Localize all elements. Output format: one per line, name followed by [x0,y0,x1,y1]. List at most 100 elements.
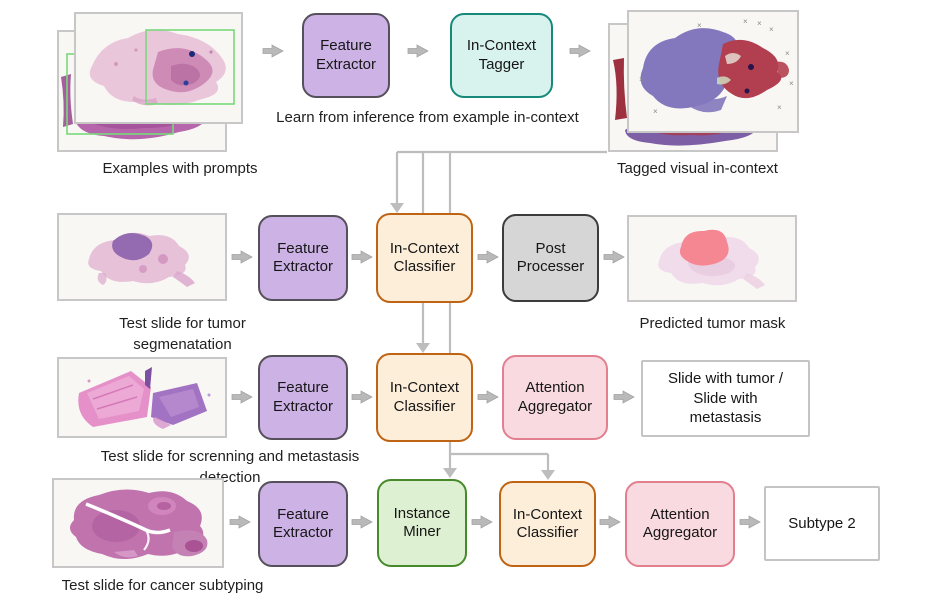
box-label-line: Feature [320,37,372,55]
arrow-right-icon [603,250,625,264]
box-label-line: In-Context [512,505,583,523]
examples-slide-front-image [74,12,243,124]
box-label-line: Classifier [393,258,456,275]
svg-text:×: × [789,79,794,88]
arrow-down-icon [541,470,555,480]
prompt-box-outline [145,29,235,105]
test-slide-subtyping-art [69,489,208,559]
predicted-tumor-mask-art [658,229,765,289]
box-label-line: Instance [393,504,451,522]
box-label-line: Attention [525,379,585,397]
svg-text:×: × [777,103,782,112]
prompt-point [183,80,189,86]
feature-extractor-box: Feature Extractor [258,481,348,567]
arrow-right-icon [351,390,373,404]
row2-output-caption: Predicted tumor mask [639,315,786,332]
arrow-right-icon [599,515,621,529]
arrow-right-icon [262,44,284,58]
box-label-line: Tagger [478,55,525,73]
box-label-line: Extractor [272,524,333,541]
svg-text:×: × [769,25,774,34]
box-label-line: In-Context [466,37,537,55]
box-label-line: Processer [516,258,585,275]
tagged-slide-front-image: × × × × × × × × × [627,10,799,133]
in-context-tagger-box: In-Context Tagger [450,13,553,98]
tagged-caption: Tagged visual in-context [617,160,778,177]
arrow-right-icon [477,250,499,264]
feature-extractor-box: Feature Extractor [302,13,390,98]
arrow-down-icon [390,203,404,213]
tagged-slide-front-art: × × × × × × × × × [639,17,794,116]
box-label-line: Post [535,239,566,257]
box-label-line: Extractor [272,397,333,415]
box-label-line: Aggregator [517,397,593,415]
post-processer-box: Post Processer [502,214,599,302]
arrow-right-icon [231,390,253,404]
learn-note: Learn from inference from example in-con… [276,109,579,126]
in-context-classifier-box: In-Context Classifier [376,353,473,442]
test-slide-screening-art [78,367,211,429]
instance-miner-box: Instance Miner [377,479,467,567]
tumor-mask-region [679,229,729,266]
arrow-right-icon [351,515,373,529]
svg-text:×: × [743,17,748,26]
arrow-down-icon [443,468,457,478]
arrow-right-icon [613,390,635,404]
examples-caption: Examples with prompts [102,160,258,177]
box-label-line: In-Context [389,239,460,257]
row4-caption: Test slide for cancer subtyping [61,577,264,594]
svg-text:×: × [653,107,658,116]
feature-extractor-box: Feature Extractor [258,355,348,440]
svg-text:×: × [697,21,702,30]
box-label-line: Classifier [516,524,579,541]
prompt-point [744,88,750,94]
row3-output-box: Slide with tumor / Slide with metastasis [641,360,810,437]
arrow-right-icon [471,515,493,529]
row4-output-box: Subtype 2 [764,486,880,561]
test-slide-segmentation-art [88,232,195,287]
box-label-line: Feature [277,379,329,397]
arrow-right-icon [739,515,761,529]
arrow-right-icon [351,250,373,264]
attention-aggregator-box: Attention Aggregator [502,355,608,440]
prompt-point [189,51,195,57]
tissue-crack [85,502,171,535]
box-label-line: Attention [650,505,710,523]
svg-text:×: × [785,49,790,58]
box-label-line: Miner [403,523,441,540]
test-slide-segmentation-image [57,213,227,301]
box-label-line: Feature [277,505,329,523]
connector-arrowheads [390,203,555,480]
arrow-right-icon [407,44,429,58]
output-line: Subtype 2 [788,514,856,532]
box-label-line: In-Context [389,379,460,397]
output-line: Slide with [693,389,758,407]
arrow-right-icon [229,515,251,529]
feature-extractor-box: Feature Extractor [258,215,348,301]
row2-caption: Test slide for tumor segmenatation [80,314,285,355]
box-label-line: Classifier [393,397,456,415]
arrow-right-icon [477,390,499,404]
attention-aggregator-box: Attention Aggregator [625,481,735,567]
predicted-tumor-mask-image [627,215,797,302]
test-slide-subtyping-image [52,478,224,568]
in-context-classifier-box: In-Context Classifier [499,481,596,567]
output-line: Slide with tumor / [667,370,784,388]
arrow-down-icon [416,343,430,353]
caption-line: Test slide for tumor [119,315,246,332]
examples-slide-front-art [89,29,235,106]
test-slide-screening-image [57,357,227,438]
prompt-point [748,64,754,70]
box-label-line: Feature [277,239,329,257]
arrow-right-icon [231,250,253,264]
svg-text:×: × [639,75,644,84]
tag-x-marks: × × × × × × × × × [639,17,794,116]
arrow-right-icon [569,44,591,58]
box-label-line: Extractor [315,55,376,73]
box-label-line: Extractor [272,258,333,275]
output-line: metastasis [689,409,762,427]
caption-line: segmenatation [133,335,232,353]
box-label-line: Aggregator [642,524,718,541]
in-context-classifier-box: In-Context Classifier [376,213,473,303]
